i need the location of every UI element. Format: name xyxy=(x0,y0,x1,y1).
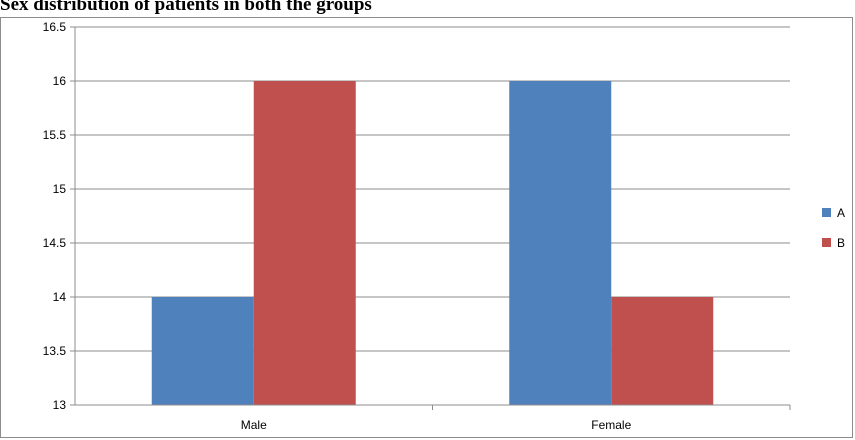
y-tick-label: 13.5 xyxy=(43,344,67,358)
y-tick-label: 13 xyxy=(53,398,67,412)
bar-A-female xyxy=(509,81,612,405)
x-tick-label: Female xyxy=(591,418,631,432)
chart-frame xyxy=(0,17,853,438)
y-tick-label: 15.5 xyxy=(43,128,67,142)
y-tick-label: 14 xyxy=(53,290,67,304)
x-tick-label: Male xyxy=(241,418,267,432)
y-tick-label: 14.5 xyxy=(43,236,67,250)
bars xyxy=(151,81,714,405)
legend-swatch-B xyxy=(822,238,831,247)
bar-A-male xyxy=(151,297,254,405)
legend-label-A: A xyxy=(837,206,845,220)
legend-label-B: B xyxy=(837,236,845,250)
legend: AB xyxy=(822,206,845,250)
y-tick-label: 16 xyxy=(53,74,67,88)
y-tick-label: 16.5 xyxy=(43,20,67,34)
bar-B-male xyxy=(253,81,356,405)
axes: 13 13.5 14 14.5 15 15.5 16 16.5 Male Female xyxy=(43,20,791,432)
chart-title: Sex distribution of patients in both the… xyxy=(0,0,372,15)
y-tick-label: 15 xyxy=(53,182,67,196)
legend-swatch-A xyxy=(822,208,831,217)
bar-B-female xyxy=(611,297,714,405)
